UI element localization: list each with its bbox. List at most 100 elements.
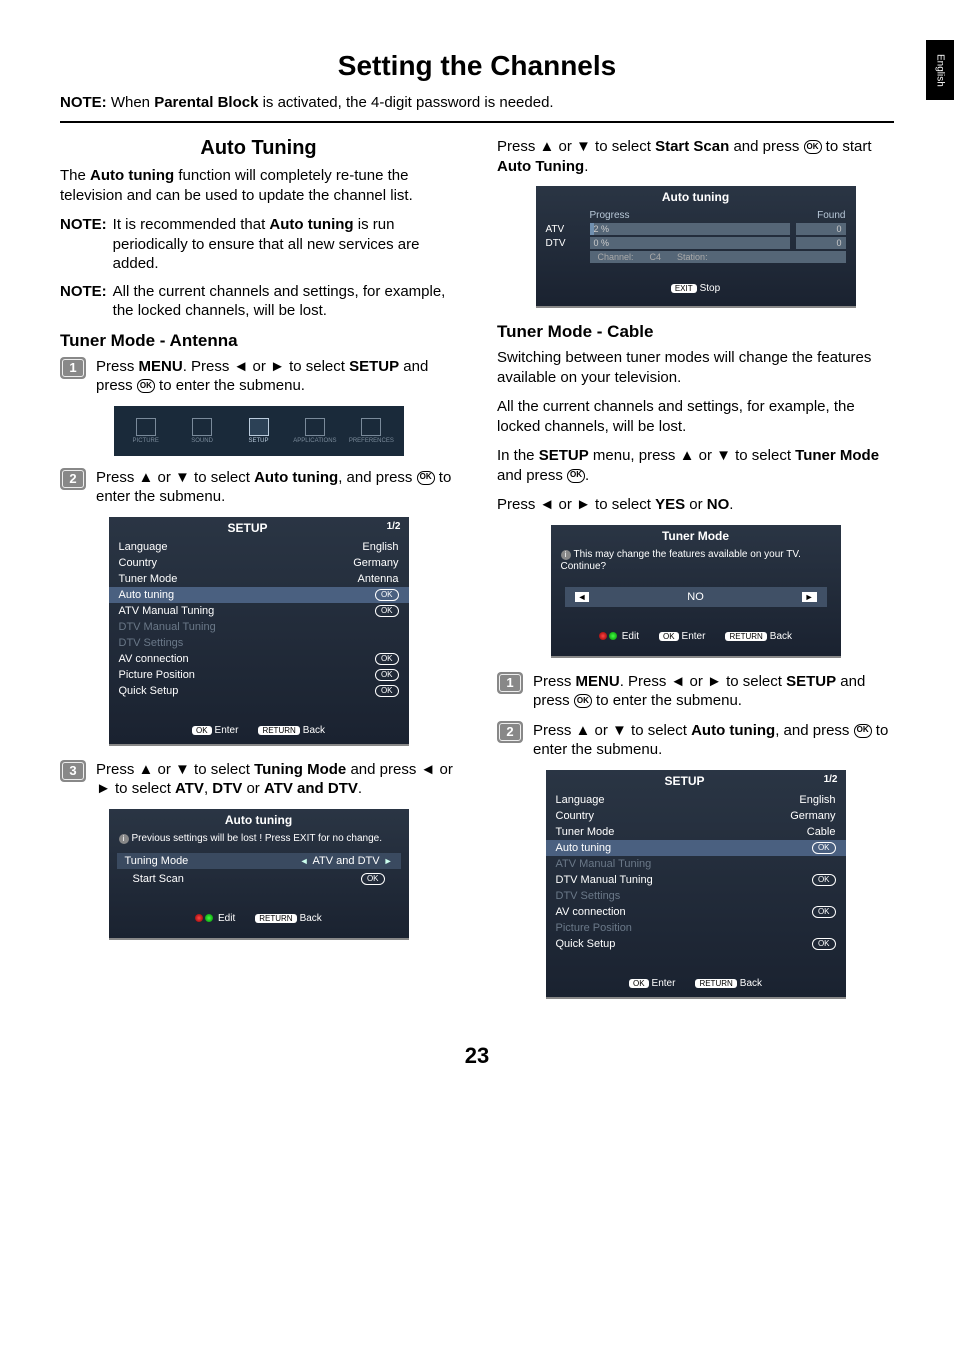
divider bbox=[60, 121, 894, 123]
progress-foot: EXITStop bbox=[536, 265, 856, 298]
osd-title: Tuner Mode bbox=[551, 525, 841, 547]
osd-row-value: OK bbox=[812, 938, 836, 950]
t: , and press bbox=[338, 469, 416, 486]
note-label: NOTE: bbox=[60, 282, 107, 321]
top-note-bold: Parental Block bbox=[154, 94, 258, 111]
step-text: Press ▲ or ▼ to select Auto tuning, and … bbox=[533, 721, 894, 760]
t: Edit bbox=[622, 631, 639, 642]
t: , and press bbox=[775, 722, 853, 739]
osd-row: DTV Settings bbox=[109, 635, 409, 651]
t: SETUP bbox=[228, 521, 268, 535]
ok-icon: OK bbox=[137, 379, 155, 393]
osd-row: Auto tuningOK bbox=[546, 840, 846, 856]
osd-title: Auto tuning bbox=[109, 809, 409, 831]
top-note-label: NOTE: bbox=[60, 94, 107, 111]
osd-row-label: Quick Setup bbox=[556, 938, 616, 950]
progress-screenshot: Auto tuning Progress Found ATV 2 % 0 DTV… bbox=[536, 186, 856, 308]
t: MENU bbox=[576, 673, 620, 690]
footer-enter: OKEnter bbox=[192, 725, 238, 736]
osd-row: ATV Manual Tuning bbox=[546, 856, 846, 872]
step-1-right: 1 Press MENU. Press ◄ or ► to select SET… bbox=[497, 672, 894, 711]
osd-title: SETUP 1/2 bbox=[546, 770, 846, 792]
t: Auto tuning bbox=[254, 469, 338, 486]
t: RETURN bbox=[258, 726, 299, 735]
t: or bbox=[242, 780, 264, 797]
t: . Press ◄ or ► to select bbox=[183, 358, 349, 375]
left-arrow-icon: ◄ bbox=[300, 856, 309, 866]
note-body: It is recommended that Auto tuning is ru… bbox=[113, 215, 457, 274]
osd-row: Auto tuningOK bbox=[109, 587, 409, 603]
left-column: Auto Tuning The Auto tuning function wil… bbox=[60, 137, 457, 1013]
osd-row-value: Germany bbox=[353, 557, 398, 569]
green-dot-icon bbox=[609, 632, 617, 640]
osd-note: iPrevious settings will be lost ! Press … bbox=[109, 831, 409, 851]
cable-p3: In the SETUP menu, press ▲ or ▼ to selec… bbox=[497, 446, 894, 485]
ok-icon: OK bbox=[567, 469, 585, 483]
autotuning-warn-screenshot: Auto tuning iPrevious settings will be l… bbox=[109, 809, 409, 940]
t: to enter the submenu. bbox=[155, 377, 305, 394]
setup-menu-screenshot-cable: SETUP 1/2 LanguageEnglishCountryGermanyT… bbox=[546, 770, 846, 999]
osd-footer: Edit RETURNBack bbox=[109, 907, 409, 932]
osd-row: Picture PositionOK bbox=[109, 667, 409, 683]
t: Press ▲ or ▼ to select bbox=[96, 469, 254, 486]
t: Stop bbox=[700, 283, 721, 294]
osd-row: Tuner ModeAntenna bbox=[109, 571, 409, 587]
icon-bar-screenshot: PICTURE SOUND SETUP APPLICATIONS PREFERE… bbox=[114, 406, 404, 456]
osd-row: AV connectionOK bbox=[109, 651, 409, 667]
t: Tuning Mode bbox=[254, 761, 346, 778]
t: Auto Tuning bbox=[497, 158, 584, 175]
t: Press bbox=[96, 358, 139, 375]
osd-title: Auto tuning bbox=[536, 186, 856, 208]
t: DTV bbox=[212, 780, 242, 797]
osd-row-value: OK bbox=[375, 669, 399, 681]
t: Edit bbox=[218, 913, 235, 924]
subsection-heading-cable: Tuner Mode - Cable bbox=[497, 322, 894, 342]
step-number-1: 1 bbox=[60, 357, 86, 379]
right-column: Press ▲ or ▼ to select Start Scan and pr… bbox=[497, 137, 894, 1013]
t: Back bbox=[740, 978, 762, 989]
step-text: Press ▲ or ▼ to select Tuning Mode and p… bbox=[96, 760, 457, 799]
t: SOUND bbox=[191, 438, 213, 444]
top-note: NOTE: When Parental Block is activated, … bbox=[60, 94, 894, 111]
osd-row-value: OK bbox=[812, 906, 836, 918]
osd-row-value: OK bbox=[812, 874, 836, 886]
footer-back: RETURNBack bbox=[695, 978, 762, 989]
t: MENU bbox=[139, 358, 183, 375]
step-number-1: 1 bbox=[497, 672, 523, 694]
dtv-bar: 0 % bbox=[590, 237, 790, 249]
footer-edit: Edit bbox=[599, 631, 639, 642]
osd-row-label: AV connection bbox=[556, 906, 626, 918]
osd-row-value: OK bbox=[812, 842, 836, 854]
osd-row-label: Country bbox=[119, 557, 158, 569]
atv-bar: 2 % bbox=[590, 223, 790, 235]
t: This may change the features available o… bbox=[561, 549, 801, 572]
page-number: 23 bbox=[60, 1043, 894, 1069]
t: Press bbox=[533, 673, 576, 690]
osd-footer: Edit OKEnter RETURNBack bbox=[551, 625, 841, 650]
t: OK bbox=[629, 979, 649, 988]
t: Back bbox=[770, 631, 792, 642]
step-2-right: 2 Press ▲ or ▼ to select Auto tuning, an… bbox=[497, 721, 894, 760]
osd-row-label: DTV Manual Tuning bbox=[556, 874, 653, 886]
osd-row-value: OK bbox=[375, 685, 399, 697]
osd-row-value: OK bbox=[375, 605, 399, 617]
step-text: Press MENU. Press ◄ or ► to select SETUP… bbox=[533, 672, 894, 711]
t: ATV and DTV bbox=[264, 780, 358, 797]
step-text: Press ▲ or ▼ to select Auto tuning, and … bbox=[96, 468, 457, 507]
icon-preferences: PREFERENCES bbox=[343, 410, 399, 452]
t: SETUP bbox=[665, 774, 705, 788]
osd-rows-left: LanguageEnglishCountryGermanyTuner ModeA… bbox=[109, 539, 409, 699]
intro-text: The Auto tuning function will completely… bbox=[60, 166, 457, 205]
t: . bbox=[729, 496, 733, 513]
osd-row-label: Country bbox=[556, 810, 595, 822]
t: ATV bbox=[546, 224, 584, 235]
t: to enter the submenu. bbox=[592, 692, 742, 709]
t: SETUP bbox=[249, 438, 269, 444]
t: RETURN bbox=[725, 632, 766, 641]
right-arrow-icon: ► bbox=[384, 856, 393, 866]
selector-value: ◄ ATV and DTV ► bbox=[300, 855, 393, 867]
t: SETUP bbox=[539, 447, 589, 464]
ok-icon: OK bbox=[804, 140, 822, 154]
t: Press ◄ or ► to select bbox=[497, 496, 655, 513]
osd-row-value: Cable bbox=[807, 826, 836, 838]
